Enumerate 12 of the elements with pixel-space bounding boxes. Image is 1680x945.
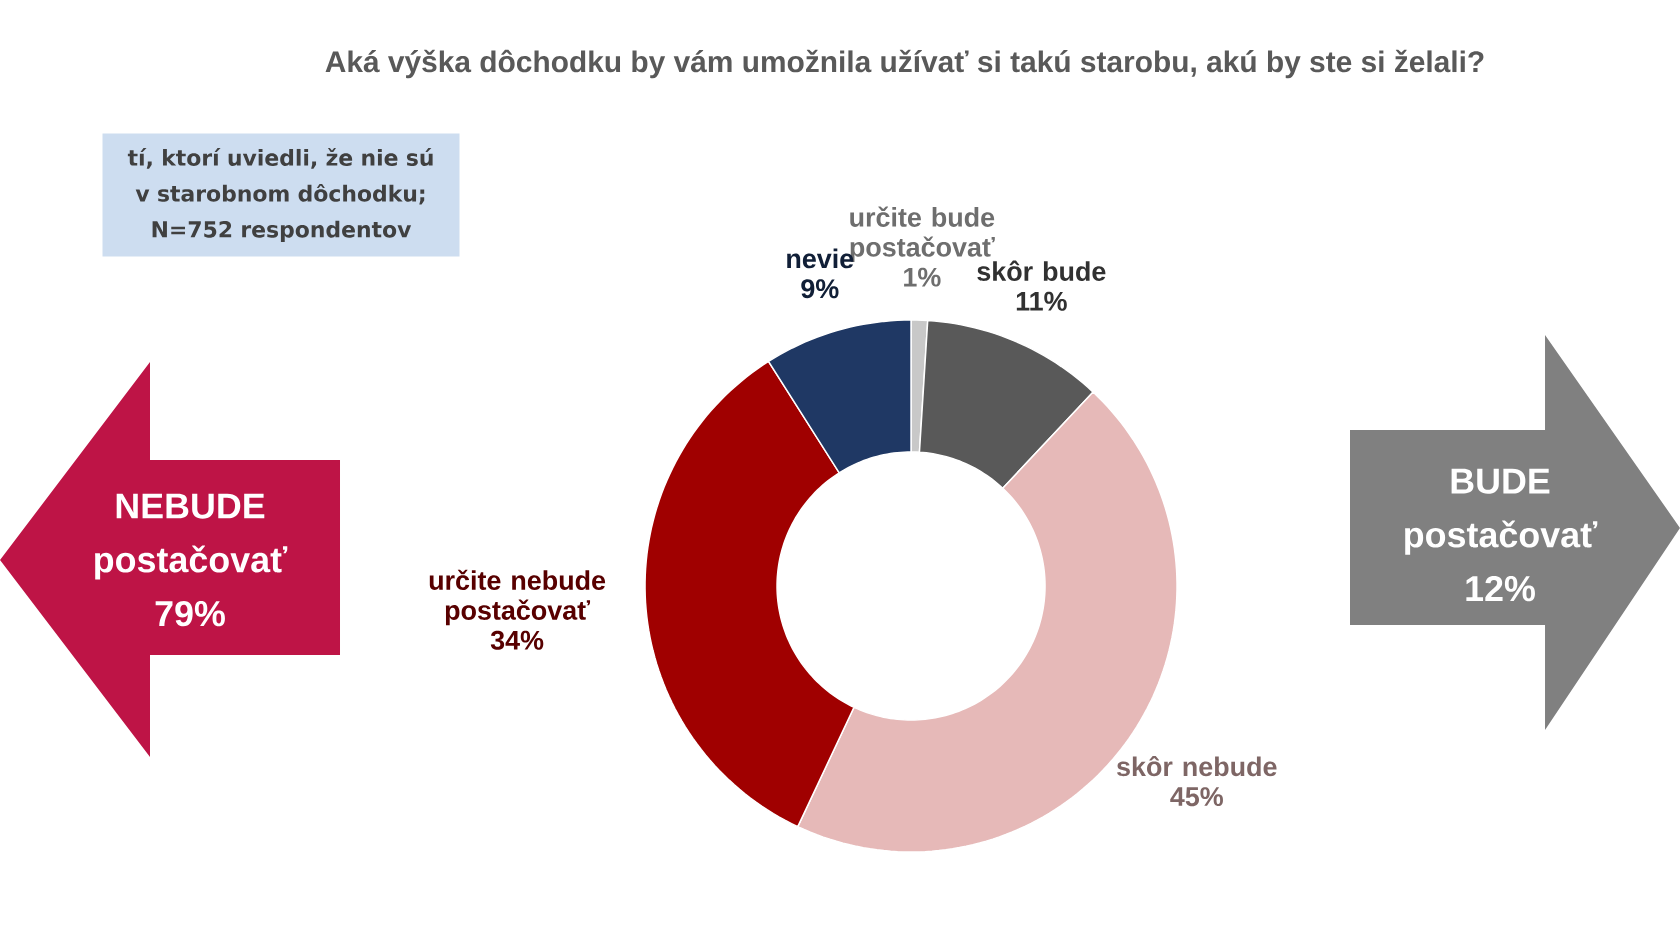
text: tí, ktorí uviedli, že nie sú v starobnom dôchodku; N=752 respondentov: [127, 148, 433, 242]
data-label: 45%: [1170, 787, 1223, 807]
data-label: 34%: [490, 630, 544, 650]
data-label: 11%: [1016, 291, 1067, 311]
slice-label: skôr nebude: [1117, 755, 1277, 777]
slice-label: skôr bude: [977, 260, 1106, 281]
chart-subtitle: Aká výška dôchodku by vám umožnila užívať si takú starobu, akú by ste si želali?: [325, 49, 1484, 79]
text: NEBUDE postačovať 79%: [95, 493, 288, 627]
data-label: 9%: [801, 279, 839, 299]
text: BUDE postačovať 12%: [1405, 468, 1598, 602]
data-label: 1%: [904, 267, 941, 287]
slice-label: určite nebude postačovať: [429, 569, 606, 626]
